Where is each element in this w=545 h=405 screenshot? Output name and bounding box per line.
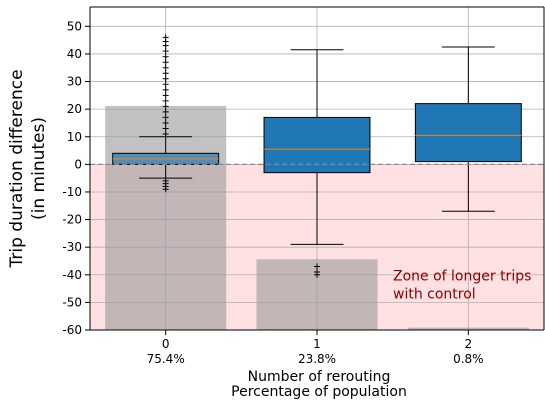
y-tick-label: 30 <box>67 75 82 89</box>
outlier-marker <box>162 125 169 132</box>
x-tick-label: 2 <box>465 337 473 351</box>
iqr-box <box>414 103 522 163</box>
x-tick-label: 0 <box>162 337 170 351</box>
y-tick-label: -30 <box>62 240 82 254</box>
outlier-marker <box>162 59 169 66</box>
y-tick-label: 50 <box>67 19 82 33</box>
zone-annotation: Zone of longer trips <box>393 268 531 284</box>
outlier-marker <box>162 75 169 82</box>
outlier-marker <box>162 97 169 104</box>
x-percent-label: 0.8% <box>453 352 484 366</box>
y-tick-label: -50 <box>62 295 82 309</box>
outlier-marker <box>314 263 320 270</box>
outlier-marker <box>162 70 169 77</box>
outlier-marker <box>162 48 169 55</box>
y-axis-title: Trip duration difference <box>7 69 27 268</box>
outlier-marker <box>162 92 169 99</box>
x-axis-subtitle: Percentage of population <box>231 384 407 400</box>
outlier-marker <box>162 53 169 60</box>
y-tick-label: 20 <box>67 102 82 116</box>
y-tick-label: -60 <box>62 323 82 337</box>
y-axis-subtitle: (in minutes) <box>29 117 49 220</box>
x-axis-title: Number of rerouting <box>248 369 391 385</box>
outlier-marker <box>162 103 169 110</box>
x-percent-label: 75.4% <box>147 352 185 366</box>
population-bar <box>407 327 529 330</box>
outlier-marker <box>162 114 169 121</box>
boxplot-group <box>112 34 220 193</box>
y-tick-label: -10 <box>62 185 82 199</box>
zone-annotation: with control <box>393 286 476 302</box>
y-tick-label: -40 <box>62 268 82 282</box>
y-tick-label: 10 <box>67 130 82 144</box>
outlier-marker <box>314 271 320 278</box>
y-tick-label: 0 <box>74 157 82 171</box>
boxplot-group <box>414 46 522 212</box>
boxplot-group <box>263 49 371 278</box>
outlier-marker <box>162 64 169 71</box>
outlier-marker <box>162 119 169 126</box>
y-tick-label: 40 <box>67 47 82 61</box>
outlier-marker <box>162 130 169 137</box>
y-tick-label: -20 <box>62 213 82 227</box>
outlier-marker <box>162 186 169 193</box>
iqr-box <box>263 116 371 174</box>
x-tick-label: 1 <box>313 337 321 351</box>
outlier-marker <box>162 108 169 115</box>
x-percent-label: 23.8% <box>298 352 336 366</box>
outlier-marker <box>162 34 169 41</box>
outlier-marker <box>162 81 169 88</box>
outlier-marker <box>162 86 169 93</box>
